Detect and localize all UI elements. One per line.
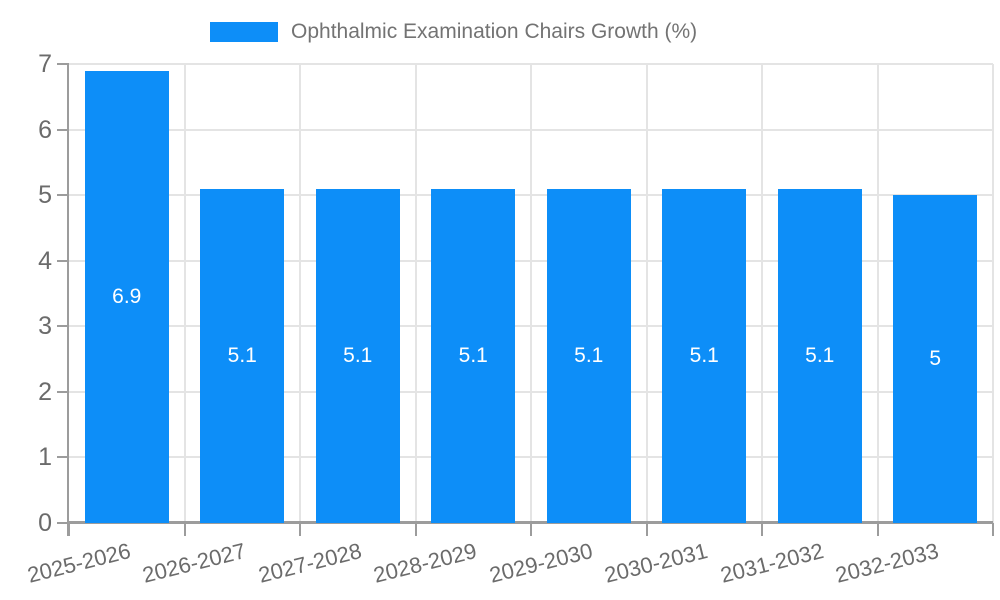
bar-2025-2026[interactable]: 6.9 [84,70,169,523]
v-gridline [876,64,879,523]
y-axis-label: 2 [38,377,52,406]
v-gridline [530,64,532,523]
legend-label: Ophthalmic Examination Chairs Growth (%) [291,20,698,43]
bar-value-label: 6.9 [112,284,142,308]
x-axis-tick [992,523,994,536]
y-axis-label: 4 [38,246,52,275]
v-gridline [761,64,763,523]
x-axis-tick [761,523,763,536]
bar-2032-2033[interactable]: 5 [893,195,978,523]
y-axis-tick [57,325,69,328]
v-gridline [414,64,417,523]
bar-value-label: 5 [929,347,942,371]
y-axis-tick [57,63,69,65]
x-axis-line [69,521,993,524]
y-axis-line [67,64,69,536]
x-axis-tick [414,523,417,536]
y-axis-tick [57,128,69,131]
v-gridline [299,64,301,523]
bar-2030-2031[interactable]: 5.1 [662,188,747,523]
bar-value-label: 5.1 [343,343,373,367]
x-axis-tick [183,523,186,536]
x-axis-tick [299,523,301,536]
bar-2026-2027[interactable]: 5.1 [200,188,285,523]
x-axis-tick [645,523,648,536]
bar-2029-2030[interactable]: 5.1 [546,188,631,523]
v-gridline [992,64,994,523]
legend-swatch-icon [210,22,278,42]
bar-2031-2032[interactable]: 5.1 [777,188,862,523]
y-axis-label: 3 [38,312,52,341]
x-axis-tick [530,523,532,536]
bar-value-label: 5.1 [805,343,835,367]
bar-value-label: 5.1 [574,343,604,367]
y-axis-label: 5 [38,181,52,210]
bar-value-label: 5.1 [227,343,257,367]
x-axis-tick [876,523,879,536]
y-axis-tick [57,456,69,459]
y-axis-tick [57,390,69,393]
bar-value-label: 5.1 [689,343,719,367]
legend-item[interactable]: Ophthalmic Examination Chairs Growth (%) [210,20,697,44]
y-axis-tick [57,522,69,524]
y-axis-label: 1 [38,443,52,472]
bar-2028-2029[interactable]: 5.1 [431,188,516,523]
y-axis-tick [57,259,69,262]
y-axis-tick [57,194,69,197]
v-gridline [183,64,186,523]
bar-value-label: 5.1 [458,343,488,367]
v-gridline [645,64,648,523]
y-axis-label: 0 [38,509,52,537]
x-axis-tick [68,523,70,536]
bar-2027-2028[interactable]: 5.1 [315,188,400,523]
y-axis-label: 6 [38,115,52,144]
y-axis-label: 7 [38,50,52,78]
